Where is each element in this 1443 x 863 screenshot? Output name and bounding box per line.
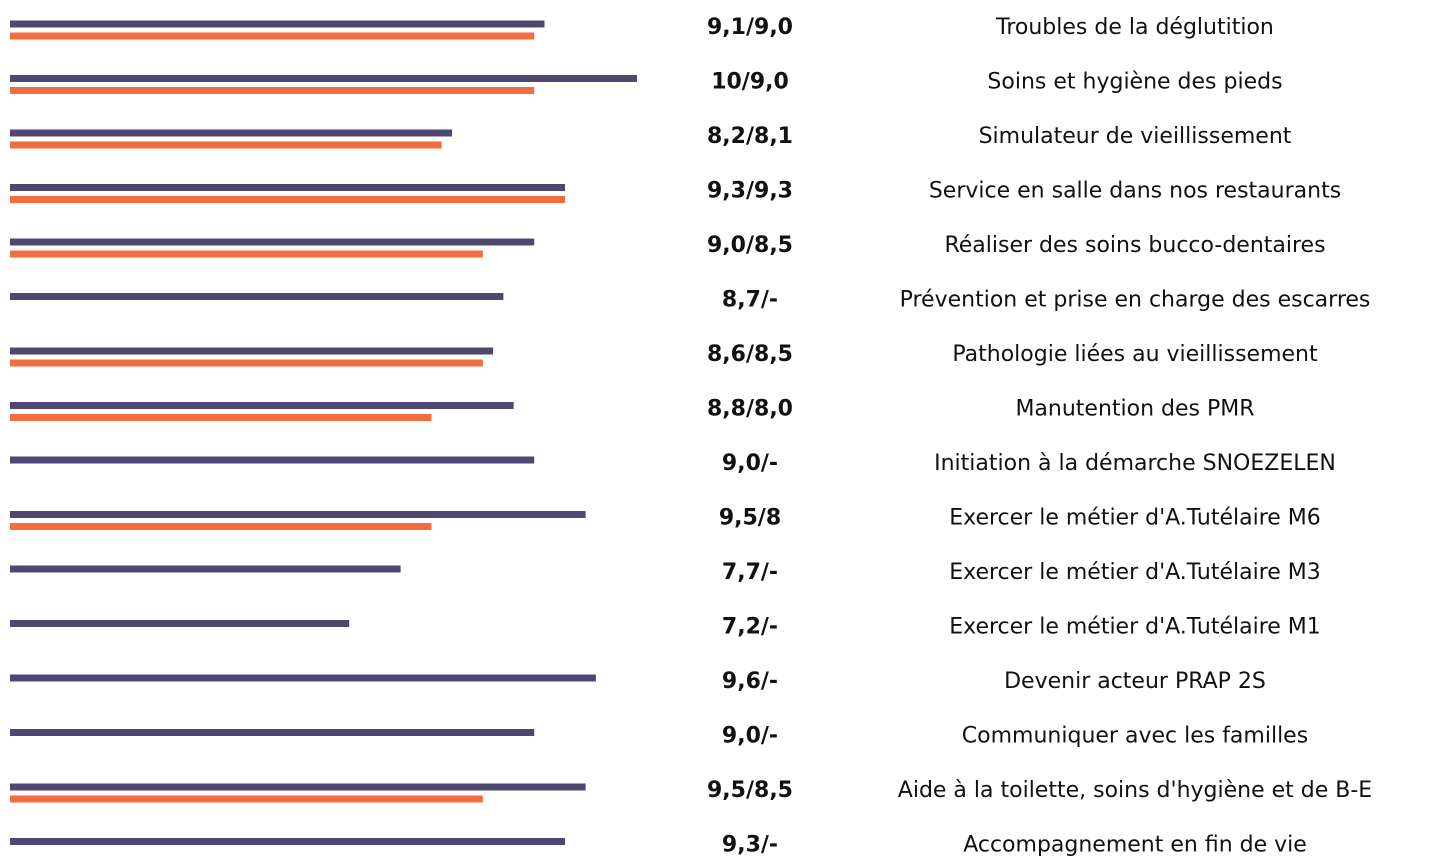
value-label: 8,7/- [722,288,778,313]
bar [10,359,483,367]
value-label: 8,2/8,1 [707,124,793,149]
bar [10,838,566,845]
category-label: Aide à la toilette, soins d'hygiène et d… [898,778,1372,803]
category-label: Communiquer avec les familles [962,724,1308,749]
value-label: 9,5/8,5 [707,778,793,803]
bar [10,87,535,94]
bar [10,238,535,246]
value-label: 8,6/8,5 [707,342,793,367]
bar [10,141,442,149]
bar [10,511,586,518]
bar [10,129,452,137]
value-label: 10/9,0 [711,70,789,95]
category-label: Simulateur de vieillissement [979,124,1292,149]
bar [10,75,637,82]
bar [10,347,494,355]
value-label: 9,6/- [722,669,778,694]
category-label: Exercer le métier d'A.Tutélaire M3 [949,560,1321,585]
category-label: Soins et hygiène des pieds [987,70,1282,95]
category-label: Exercer le métier d'A.Tutélaire M1 [949,615,1321,640]
category-label: Prévention et prise en charge des escarr… [900,288,1371,313]
bar [10,523,432,530]
value-label: 9,3/- [722,833,778,858]
bar [10,729,535,736]
value-label: 9,0/8,5 [707,233,793,258]
bar [10,674,596,682]
bar [10,565,401,573]
bar [10,783,586,791]
value-label: 8,8/8,0 [707,397,793,422]
category-label: Devenir acteur PRAP 2S [1004,669,1266,694]
value-label: 7,7/- [722,560,778,585]
bar [10,402,514,409]
bar [10,196,566,203]
bar [10,620,350,627]
bar [10,250,483,258]
category-label: Exercer le métier d'A.Tutélaire M6 [949,506,1321,531]
category-label: Troubles de la déglutition [995,15,1274,40]
category-label: Service en salle dans nos restaurants [929,179,1341,204]
category-label: Pathologie liées au vieillissement [952,342,1318,367]
bar [10,20,545,28]
category-label: Réaliser des soins bucco-dentaires [944,233,1325,258]
value-label: 9,0/- [722,724,778,749]
category-label: Accompagnement en fin de vie [963,833,1307,858]
category-label: Manutention des PMR [1015,397,1254,422]
bar [10,414,432,421]
category-label: Initiation à la démarche SNOEZELEN [934,451,1336,476]
bar [10,293,504,300]
bar [10,456,535,464]
value-label: 7,2/- [722,615,778,640]
value-label: 9,1/9,0 [707,15,793,40]
bar [10,32,535,40]
value-label: 9,3/9,3 [707,179,793,204]
bar [10,184,566,191]
value-label: 9,0/- [722,451,778,476]
value-label: 9,5/8 [719,506,781,531]
bar [10,795,483,803]
